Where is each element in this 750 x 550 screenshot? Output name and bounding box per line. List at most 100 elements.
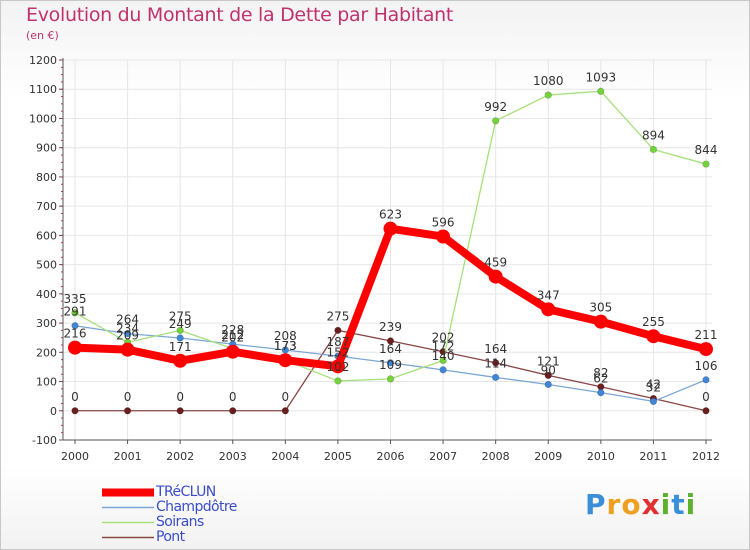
y-tick-label: 700 xyxy=(36,200,57,213)
data-label: 212 xyxy=(221,328,244,342)
legend-label-pont: Pont xyxy=(156,529,185,545)
x-tick-label: 2012 xyxy=(692,450,720,463)
data-label: 0 xyxy=(702,390,710,404)
x-tick-label: 2000 xyxy=(61,450,89,463)
data-point xyxy=(702,160,710,168)
x-tick-label: 2006 xyxy=(377,450,405,463)
data-label: 1093 xyxy=(586,70,617,84)
data-label: 0 xyxy=(229,390,237,404)
y-tick-label: 100 xyxy=(36,376,57,389)
data-label: 202 xyxy=(432,331,455,345)
data-point xyxy=(120,342,135,357)
y-tick-label: 1000 xyxy=(29,112,57,125)
y-tick-label: 200 xyxy=(36,346,57,359)
data-point xyxy=(702,376,710,384)
data-label: 249 xyxy=(169,317,192,331)
data-label: 0 xyxy=(71,390,79,404)
data-label: 62 xyxy=(593,372,608,386)
y-tick-label: -100 xyxy=(32,434,57,447)
data-point xyxy=(649,397,658,406)
data-point xyxy=(597,87,605,95)
data-label: 172 xyxy=(432,339,455,353)
data-label: 216 xyxy=(64,327,87,341)
data-point xyxy=(492,359,500,367)
data-point xyxy=(123,407,132,415)
x-tick-label: 2001 xyxy=(114,450,142,463)
legend-label-treclun: TRéCLUN xyxy=(156,484,216,500)
logo-letter: r xyxy=(606,488,622,521)
y-tick-label: 900 xyxy=(36,142,57,155)
data-point xyxy=(225,344,240,359)
data-label: 844 xyxy=(695,143,718,157)
data-label: 106 xyxy=(695,359,718,373)
y-tick-label: 1200 xyxy=(29,54,57,67)
data-label: 459 xyxy=(484,256,507,270)
data-point xyxy=(334,377,342,385)
y-tick-label: 600 xyxy=(36,229,57,242)
data-label: 102 xyxy=(326,360,349,374)
data-point xyxy=(123,330,132,338)
data-point xyxy=(488,269,503,284)
logo-letter: i xyxy=(660,488,672,521)
data-label: 32 xyxy=(646,380,661,394)
data-label: 347 xyxy=(537,288,560,302)
data-point xyxy=(702,407,710,415)
data-label: 264 xyxy=(116,313,139,327)
x-tick-label: 2009 xyxy=(534,450,562,463)
data-label: 992 xyxy=(484,100,507,114)
data-label: 114 xyxy=(484,356,507,370)
legend-item-pont: Pont xyxy=(102,530,237,545)
data-point xyxy=(176,407,184,415)
x-tick-label: 2011 xyxy=(639,450,667,463)
data-point xyxy=(386,337,395,345)
data-point xyxy=(544,380,552,389)
data-point xyxy=(71,407,79,415)
data-point xyxy=(699,342,713,357)
proxiti-logo: Proxiti xyxy=(585,488,696,521)
data-point xyxy=(330,359,345,374)
data-label: 211 xyxy=(695,328,718,342)
logo-letter: P xyxy=(585,488,607,521)
y-tick-label: 500 xyxy=(36,259,57,272)
data-label: 90 xyxy=(541,363,556,377)
legend-item-champdotre: Champdôtre xyxy=(102,500,237,515)
x-tick-label: 2005 xyxy=(324,450,352,463)
data-point xyxy=(649,145,658,154)
data-point xyxy=(386,375,395,383)
data-label: 202 xyxy=(221,331,244,345)
data-label: 0 xyxy=(282,390,290,404)
data-point xyxy=(278,353,293,368)
legend-swatch-treclun xyxy=(102,488,154,497)
x-tick-label: 2004 xyxy=(271,450,299,463)
data-label: 173 xyxy=(274,339,297,353)
data-label: 275 xyxy=(326,309,349,323)
data-label: 173 xyxy=(274,339,297,353)
data-point xyxy=(386,359,395,367)
data-label: 305 xyxy=(589,301,612,315)
data-label: 0 xyxy=(124,390,132,404)
x-tick-label: 2008 xyxy=(482,450,510,463)
x-tick-label: 2002 xyxy=(166,450,194,463)
data-point xyxy=(173,353,188,368)
data-point xyxy=(71,309,79,317)
legend-swatch-soirans xyxy=(102,521,154,524)
data-point xyxy=(597,389,605,397)
y-tick-label: 300 xyxy=(36,317,57,330)
data-label: 164 xyxy=(379,342,402,356)
data-point xyxy=(68,340,82,355)
legend-label-champdotre: Champdôtre xyxy=(156,499,237,515)
data-point xyxy=(646,329,661,344)
y-tick-label: 0 xyxy=(50,405,57,418)
data-point xyxy=(436,229,451,244)
data-label: 82 xyxy=(593,366,608,380)
data-point xyxy=(334,326,342,334)
data-label: 209 xyxy=(116,329,139,343)
legend-swatch-champdotre xyxy=(102,506,154,509)
x-tick-label: 2003 xyxy=(219,450,247,463)
data-label: 152 xyxy=(326,345,349,359)
logo-letter: o xyxy=(621,488,642,521)
data-label: 275 xyxy=(169,309,192,323)
data-point xyxy=(176,326,184,334)
data-label: 140 xyxy=(432,349,455,363)
